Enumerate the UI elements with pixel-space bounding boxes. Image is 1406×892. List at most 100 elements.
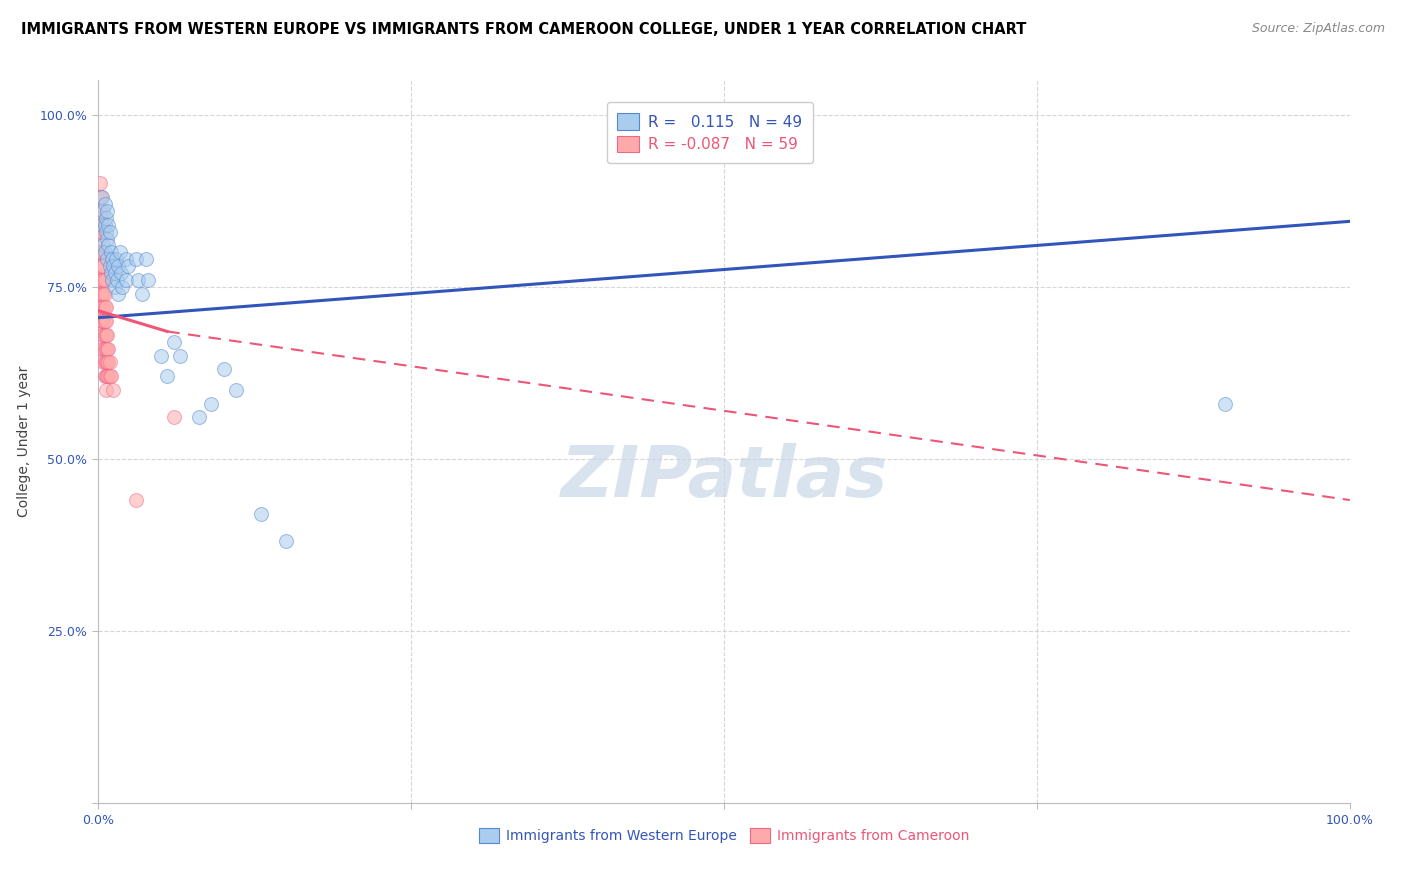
Point [96, 355, 118, 369]
Point [110, 266, 132, 280]
Point [91, 301, 114, 315]
Point [111, 279, 134, 293]
Point [115, 273, 138, 287]
Point [93, 286, 115, 301]
Point [96, 204, 118, 219]
Point [90, 211, 112, 225]
Point [93, 314, 115, 328]
Point [94, 355, 117, 369]
Point [101, 273, 124, 287]
Point [96, 327, 118, 342]
Point [93, 342, 115, 356]
Point [89, 204, 111, 219]
Point [93, 273, 115, 287]
Point [94, 327, 117, 342]
Point [98, 369, 121, 384]
Point [1213, 397, 1236, 411]
Point [94, 383, 117, 397]
Point [127, 273, 149, 287]
Point [100, 245, 122, 260]
Point [89, 245, 111, 260]
Point [103, 259, 125, 273]
Point [90, 259, 112, 273]
Point [94, 342, 117, 356]
Point [93, 286, 115, 301]
Point [89, 231, 111, 245]
Point [274, 534, 298, 549]
Point [97, 342, 120, 356]
Point [90, 273, 112, 287]
Point [93, 355, 115, 369]
Point [156, 369, 179, 384]
Point [150, 349, 173, 363]
Point [96, 369, 118, 384]
Point [91, 245, 114, 260]
Point [90, 301, 112, 315]
Text: IMMIGRANTS FROM WESTERN EUROPE VS IMMIGRANTS FROM CAMEROON COLLEGE, UNDER 1 YEAR: IMMIGRANTS FROM WESTERN EUROPE VS IMMIGR… [21, 22, 1026, 37]
Point [91, 273, 114, 287]
Point [138, 273, 160, 287]
Point [93, 301, 115, 315]
Point [91, 286, 114, 301]
Point [91, 327, 114, 342]
Point [101, 252, 124, 267]
Point [104, 252, 127, 267]
Point [104, 279, 127, 293]
Point [250, 507, 273, 521]
Point [162, 334, 184, 349]
Point [94, 301, 117, 315]
Y-axis label: College, Under 1 year: College, Under 1 year [17, 366, 31, 517]
Point [98, 259, 121, 273]
Point [125, 493, 148, 508]
Point [107, 259, 129, 273]
Point [97, 218, 120, 232]
Point [93, 355, 115, 369]
Point [162, 410, 184, 425]
Point [97, 369, 120, 384]
Point [91, 259, 114, 273]
Point [91, 314, 114, 328]
Point [93, 369, 115, 384]
Point [93, 238, 115, 252]
Point [93, 327, 115, 342]
Point [108, 245, 131, 260]
Point [200, 397, 222, 411]
Point [187, 410, 209, 425]
Point [89, 177, 111, 191]
Point [90, 190, 112, 204]
Point [97, 355, 120, 369]
Point [225, 383, 247, 397]
Point [93, 197, 115, 211]
Legend: Immigrants from Western Europe, Immigrants from Cameroon: Immigrants from Western Europe, Immigran… [472, 822, 976, 850]
Point [115, 252, 138, 267]
Point [93, 204, 115, 219]
Point [117, 259, 139, 273]
Point [93, 273, 115, 287]
Text: Source: ZipAtlas.com: Source: ZipAtlas.com [1251, 22, 1385, 36]
Point [100, 266, 122, 280]
Point [90, 225, 112, 239]
Point [93, 314, 115, 328]
Point [96, 342, 118, 356]
Point [105, 273, 128, 287]
Point [91, 218, 114, 232]
Point [97, 238, 120, 252]
Point [131, 286, 153, 301]
Point [125, 252, 148, 267]
Point [98, 225, 121, 239]
Point [93, 245, 115, 260]
Point [93, 259, 115, 273]
Point [100, 369, 122, 384]
Point [91, 342, 114, 356]
Point [90, 286, 112, 301]
Point [93, 342, 115, 356]
Point [91, 190, 114, 204]
Point [91, 225, 114, 239]
Point [89, 190, 111, 204]
Point [94, 314, 117, 328]
Point [93, 301, 115, 315]
Point [93, 218, 115, 232]
Point [98, 355, 121, 369]
Point [104, 266, 127, 280]
Point [94, 369, 117, 384]
